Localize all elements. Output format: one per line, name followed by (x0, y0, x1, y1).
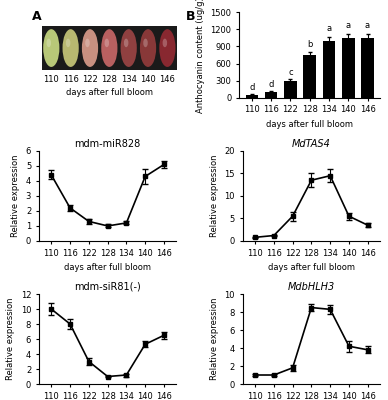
Y-axis label: Relative expression: Relative expression (210, 155, 219, 237)
Text: B: B (185, 10, 195, 23)
Text: 134: 134 (121, 75, 137, 84)
Text: 140: 140 (140, 75, 156, 84)
Ellipse shape (85, 39, 90, 47)
Ellipse shape (124, 39, 128, 47)
Ellipse shape (140, 29, 156, 67)
Text: 110: 110 (43, 75, 59, 84)
Ellipse shape (163, 39, 167, 47)
Text: d: d (249, 83, 255, 92)
Ellipse shape (66, 39, 70, 47)
Text: a: a (365, 21, 370, 30)
Bar (246, 95, 258, 98)
Title: mdm-miR828: mdm-miR828 (74, 139, 141, 149)
Ellipse shape (101, 29, 118, 67)
Y-axis label: Relative expression: Relative expression (11, 155, 20, 237)
Y-axis label: Relative expression: Relative expression (210, 298, 219, 380)
Ellipse shape (47, 39, 51, 47)
Y-axis label: Anthocyanin content (ug/g): Anthocyanin content (ug/g) (196, 0, 205, 113)
X-axis label: days after full bloom: days after full bloom (64, 263, 151, 272)
Text: a: a (346, 21, 351, 30)
Text: b: b (307, 40, 312, 49)
Y-axis label: Relative expression: Relative expression (6, 298, 15, 380)
Text: a: a (326, 24, 331, 33)
Title: mdm-siR81(-): mdm-siR81(-) (74, 282, 141, 292)
Bar (342, 38, 355, 98)
Bar (361, 38, 374, 98)
Ellipse shape (159, 29, 175, 67)
Text: 122: 122 (82, 75, 98, 84)
Ellipse shape (43, 29, 59, 67)
Ellipse shape (121, 29, 137, 67)
Text: 128: 128 (101, 75, 117, 84)
Text: A: A (32, 10, 42, 23)
Text: 146: 146 (159, 75, 175, 84)
Ellipse shape (82, 29, 98, 67)
Text: 116: 116 (63, 75, 79, 84)
FancyBboxPatch shape (42, 26, 177, 70)
Ellipse shape (62, 29, 79, 67)
Bar (284, 81, 297, 98)
Text: d: d (268, 80, 274, 89)
Title: MdbHLH3: MdbHLH3 (288, 282, 335, 292)
Text: c: c (288, 68, 293, 77)
Ellipse shape (143, 39, 148, 47)
X-axis label: days after full bloom: days after full bloom (268, 263, 355, 272)
Bar (303, 55, 316, 98)
Text: days after full bloom: days after full bloom (66, 88, 153, 96)
X-axis label: days after full bloom: days after full bloom (266, 120, 353, 129)
Bar (265, 92, 277, 98)
Title: MdTAS4: MdTAS4 (292, 139, 331, 149)
Ellipse shape (104, 39, 109, 47)
Bar (323, 41, 335, 98)
